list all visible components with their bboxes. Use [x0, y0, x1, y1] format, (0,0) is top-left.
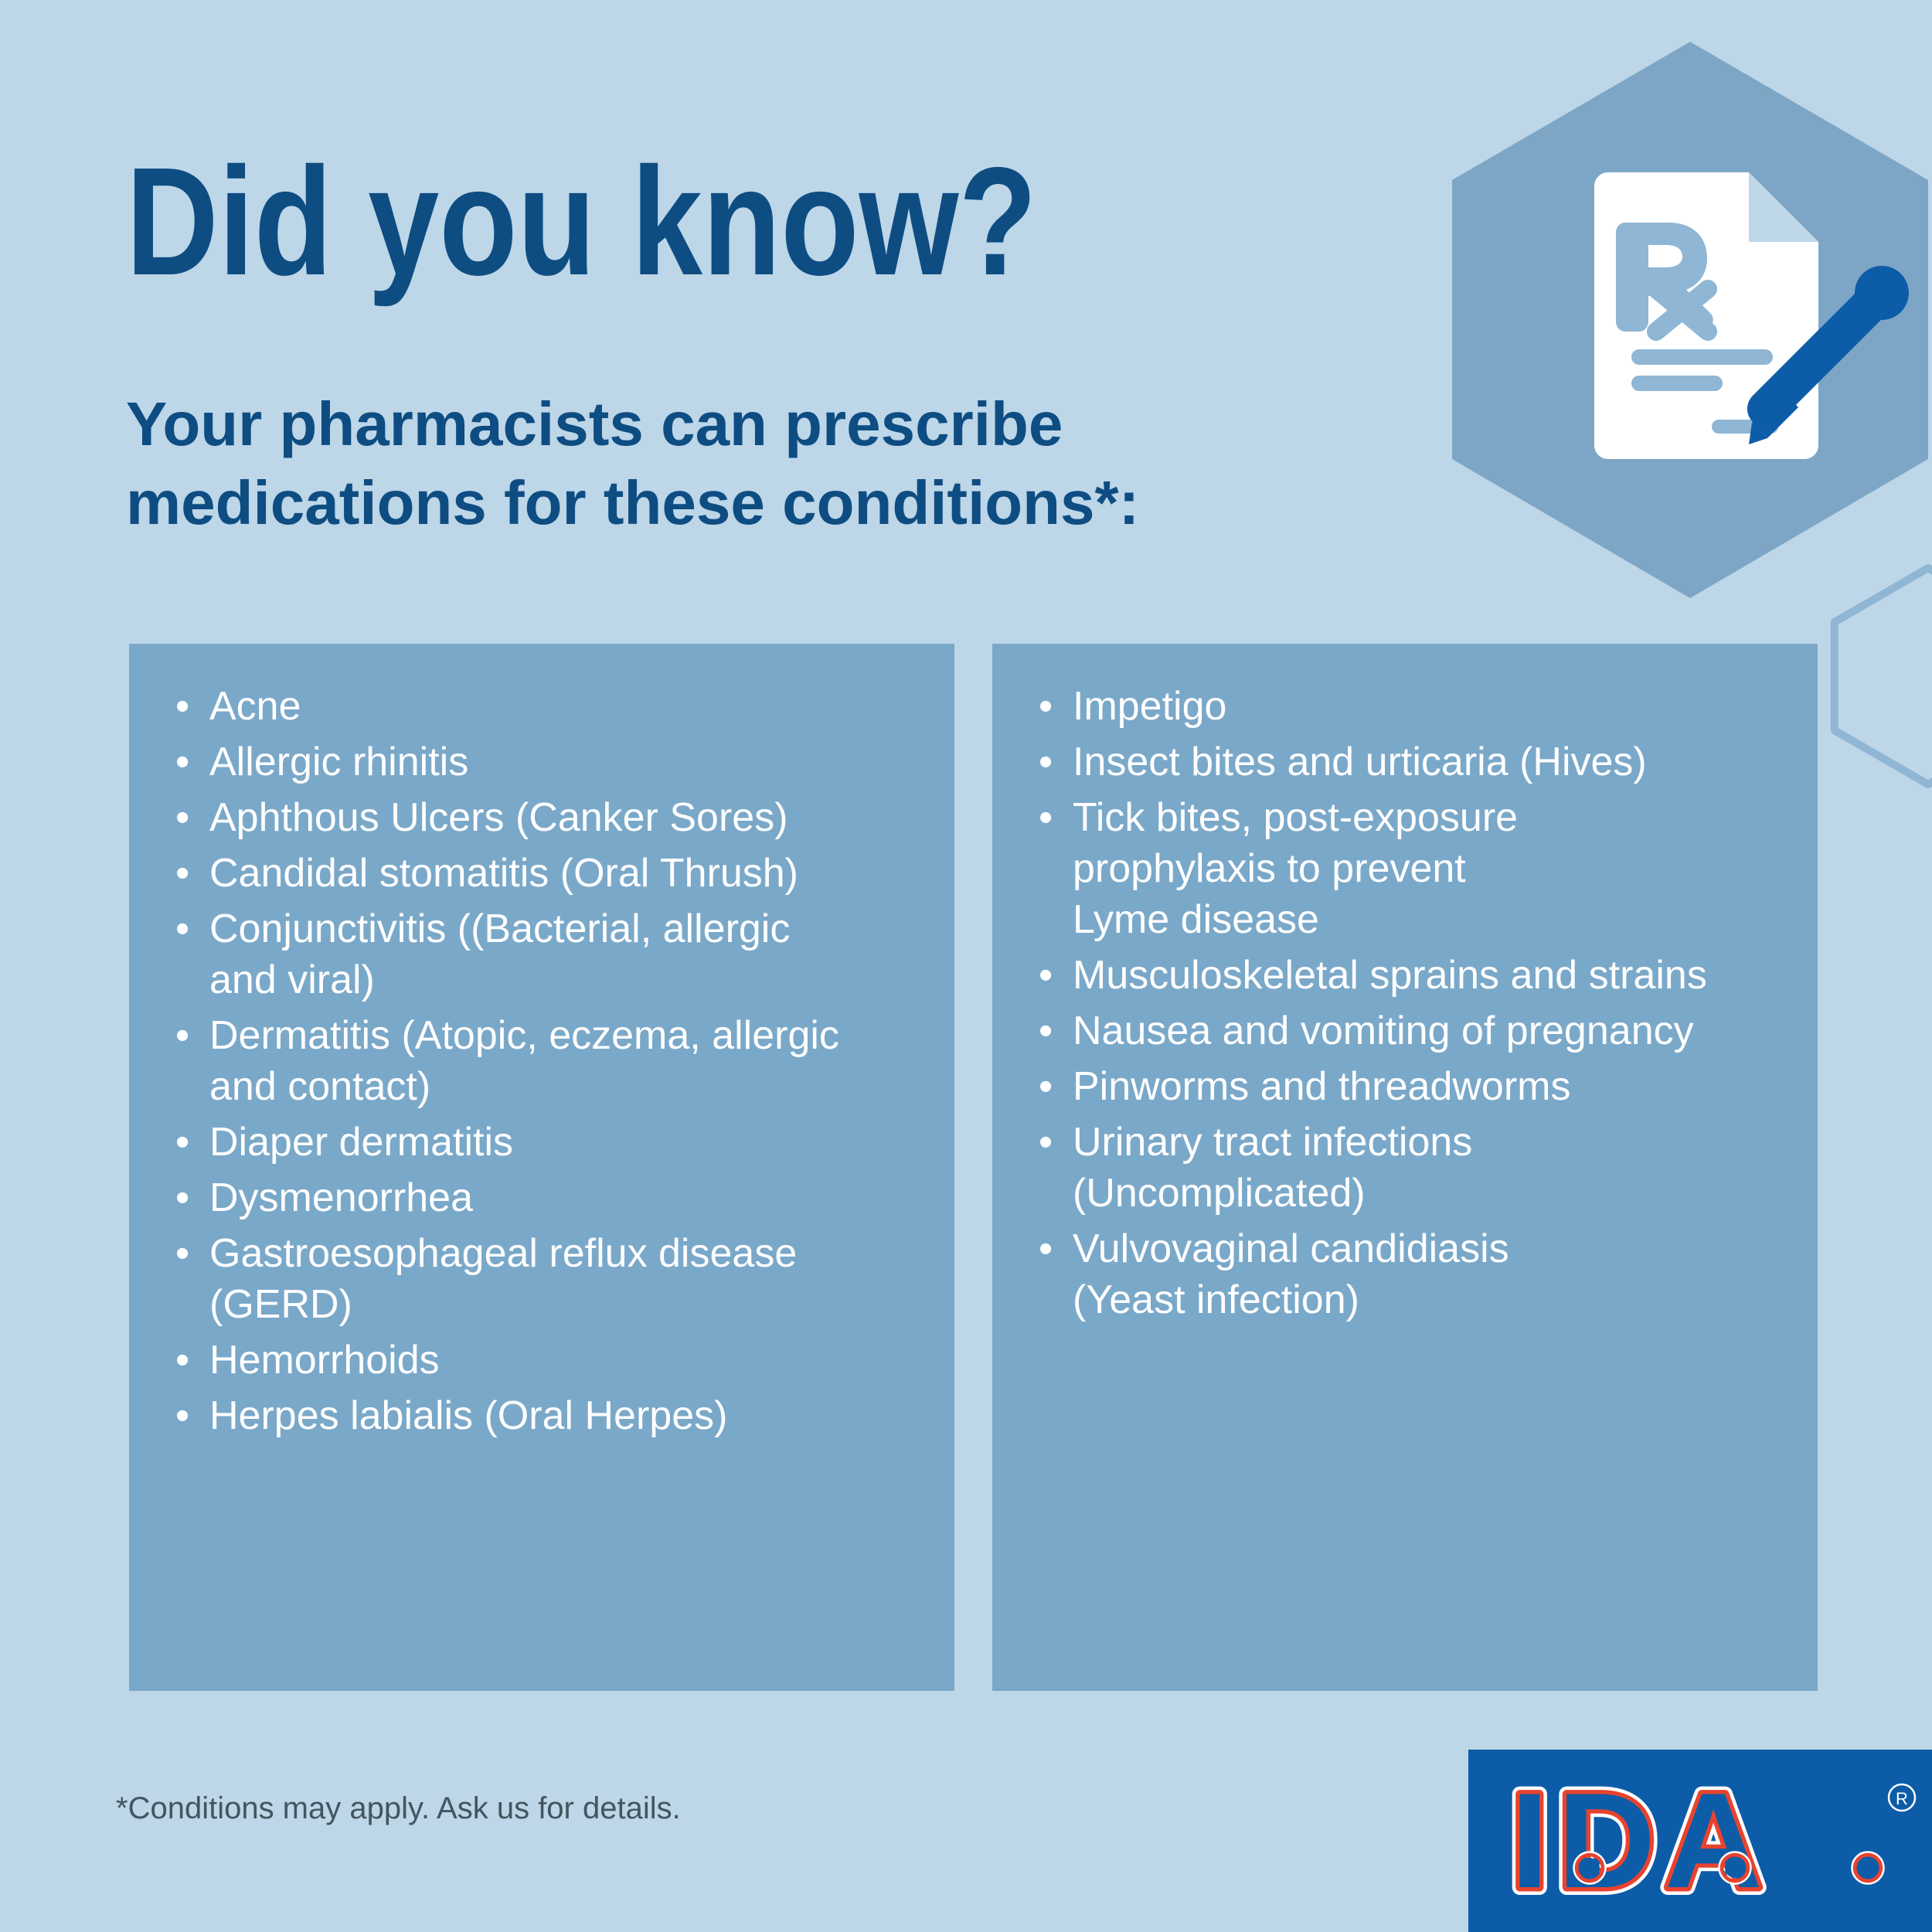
- svg-text:IDA: IDA: [1511, 1766, 1771, 1917]
- svg-text:R: R: [1896, 1789, 1908, 1808]
